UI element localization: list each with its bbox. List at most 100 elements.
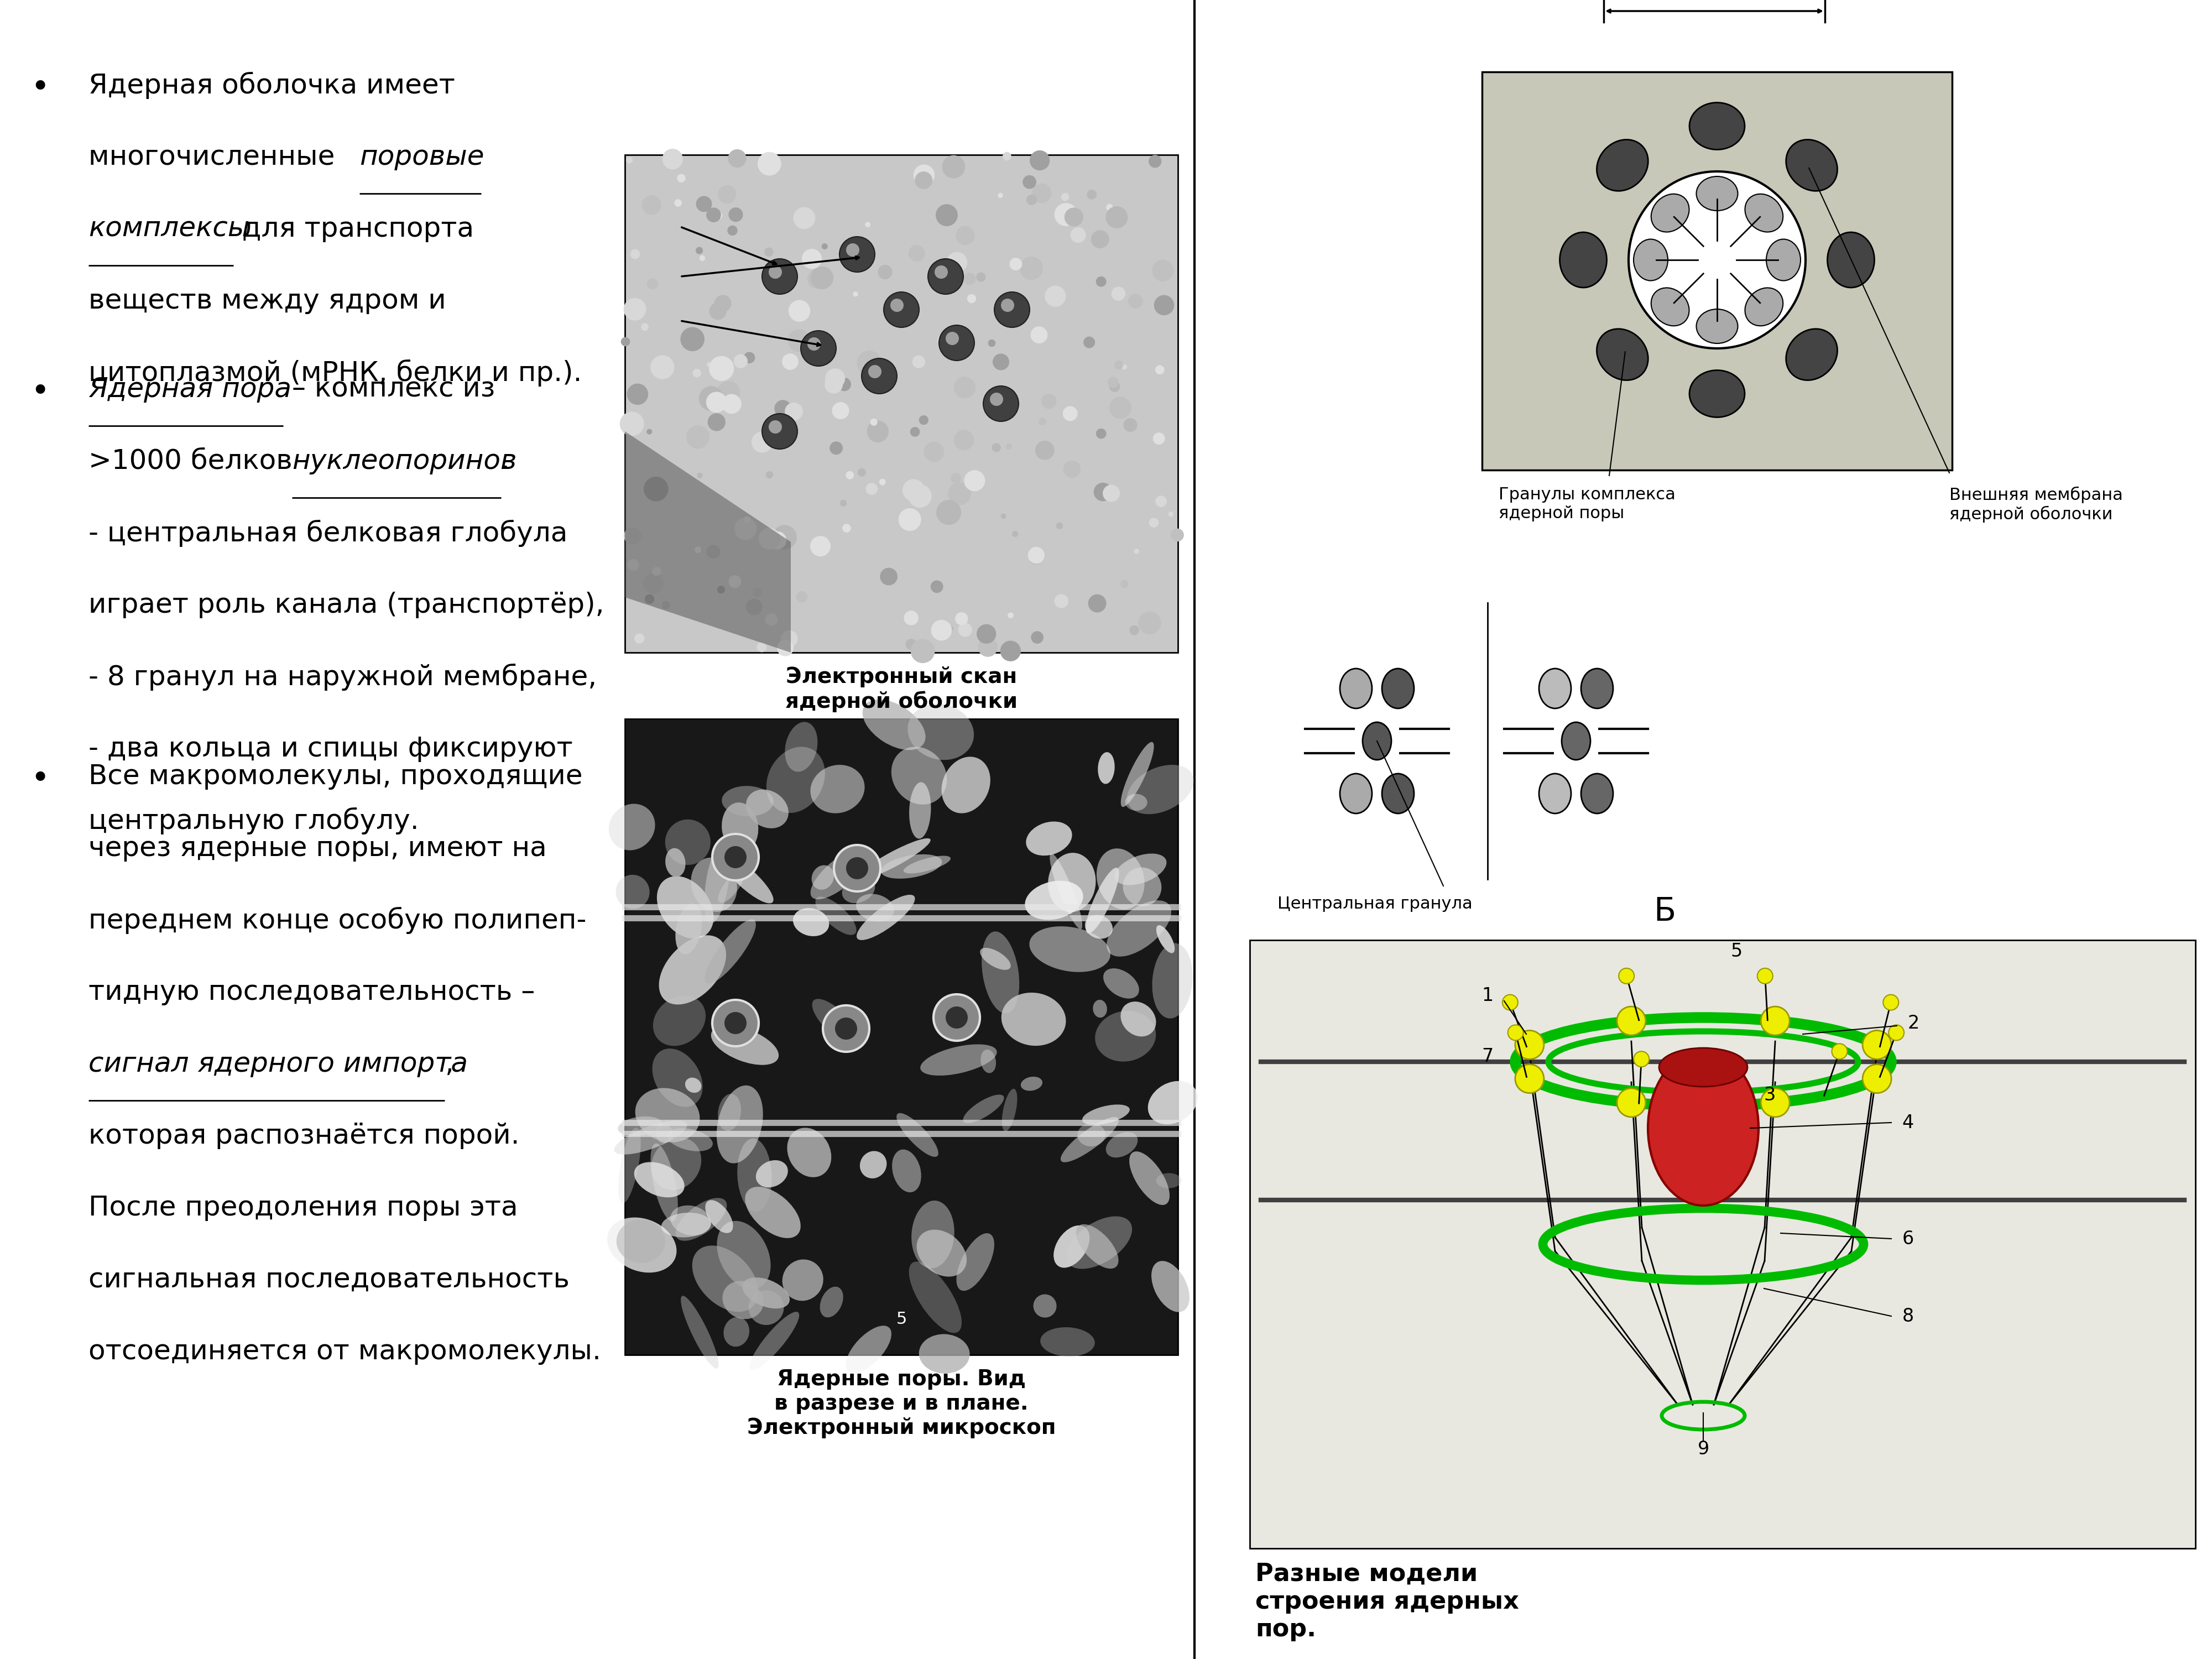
Ellipse shape [792, 907, 830, 936]
Circle shape [759, 528, 781, 549]
Ellipse shape [860, 1151, 887, 1178]
Ellipse shape [909, 781, 931, 839]
Ellipse shape [1051, 853, 1082, 929]
Circle shape [726, 1012, 748, 1034]
Circle shape [885, 292, 920, 327]
Circle shape [1110, 397, 1130, 418]
Circle shape [728, 149, 745, 168]
Ellipse shape [880, 854, 942, 879]
Ellipse shape [706, 919, 757, 984]
Circle shape [1110, 382, 1119, 392]
Circle shape [770, 420, 783, 433]
Circle shape [1097, 430, 1106, 438]
Circle shape [1761, 1007, 1790, 1035]
Ellipse shape [686, 1078, 701, 1093]
Circle shape [1055, 204, 1077, 226]
Ellipse shape [1659, 1048, 1747, 1087]
Circle shape [1000, 299, 1013, 312]
Circle shape [728, 226, 737, 236]
Circle shape [863, 370, 885, 390]
Circle shape [1064, 461, 1079, 478]
Ellipse shape [690, 858, 737, 912]
Circle shape [717, 586, 726, 594]
Ellipse shape [661, 1213, 710, 1238]
Ellipse shape [1650, 287, 1690, 325]
Circle shape [785, 403, 803, 420]
Text: 2: 2 [1907, 1014, 1920, 1032]
Ellipse shape [653, 995, 706, 1045]
Circle shape [951, 473, 960, 483]
Circle shape [1155, 496, 1166, 506]
Circle shape [626, 158, 633, 163]
Text: Ядерные поры. Вид
в разрезе и в плане.
Электронный микроскоп: Ядерные поры. Вид в разрезе и в плане. Э… [748, 1369, 1055, 1438]
Circle shape [878, 265, 891, 279]
Circle shape [914, 164, 933, 186]
Circle shape [1121, 581, 1128, 587]
Circle shape [1013, 531, 1018, 536]
Ellipse shape [1020, 1077, 1042, 1092]
Circle shape [1152, 433, 1164, 445]
Ellipse shape [783, 1259, 823, 1301]
Circle shape [630, 310, 639, 319]
Circle shape [1148, 156, 1161, 168]
Polygon shape [626, 431, 792, 652]
Circle shape [964, 236, 971, 244]
Ellipse shape [1097, 848, 1144, 909]
Ellipse shape [670, 1206, 710, 1236]
Circle shape [644, 478, 668, 501]
Ellipse shape [909, 1261, 962, 1332]
Circle shape [1617, 1088, 1646, 1117]
Circle shape [953, 430, 973, 450]
Circle shape [790, 300, 810, 322]
Circle shape [998, 192, 1002, 197]
Circle shape [695, 547, 701, 552]
Circle shape [953, 377, 975, 398]
Text: 7: 7 [1482, 1047, 1493, 1065]
Ellipse shape [980, 947, 1011, 971]
Circle shape [794, 207, 814, 229]
Circle shape [936, 501, 960, 524]
Circle shape [1889, 1025, 1905, 1040]
Circle shape [717, 382, 739, 403]
Text: •: • [31, 377, 49, 408]
Ellipse shape [785, 722, 818, 771]
Circle shape [745, 599, 761, 615]
Ellipse shape [843, 876, 876, 902]
Circle shape [781, 630, 799, 647]
Ellipse shape [1340, 773, 1371, 813]
Ellipse shape [666, 848, 686, 878]
Text: многочисленные: многочисленные [88, 144, 343, 171]
Ellipse shape [956, 1233, 993, 1291]
Circle shape [1040, 418, 1046, 425]
Ellipse shape [1084, 914, 1113, 939]
Circle shape [978, 637, 998, 657]
Circle shape [1150, 518, 1159, 528]
Ellipse shape [1632, 239, 1668, 280]
Text: нуклеопоринов: нуклеопоринов [292, 448, 518, 474]
Ellipse shape [1648, 1050, 1759, 1206]
Ellipse shape [1148, 1082, 1197, 1125]
Circle shape [1033, 184, 1051, 202]
Ellipse shape [856, 894, 894, 922]
Ellipse shape [1597, 328, 1648, 380]
Ellipse shape [1095, 1010, 1157, 1062]
Circle shape [653, 567, 661, 576]
Ellipse shape [810, 848, 869, 899]
Circle shape [812, 267, 834, 289]
Circle shape [902, 315, 907, 320]
Ellipse shape [920, 1044, 998, 1075]
Circle shape [978, 624, 995, 644]
Circle shape [931, 620, 951, 640]
Circle shape [964, 274, 975, 284]
Circle shape [1020, 257, 1042, 279]
Circle shape [712, 834, 759, 881]
Ellipse shape [918, 1334, 969, 1374]
Ellipse shape [902, 856, 951, 874]
Ellipse shape [719, 871, 743, 902]
Circle shape [1617, 1007, 1646, 1035]
Circle shape [675, 199, 681, 206]
Circle shape [1088, 191, 1097, 199]
Circle shape [765, 614, 776, 625]
Circle shape [1135, 549, 1139, 554]
Circle shape [841, 237, 876, 272]
